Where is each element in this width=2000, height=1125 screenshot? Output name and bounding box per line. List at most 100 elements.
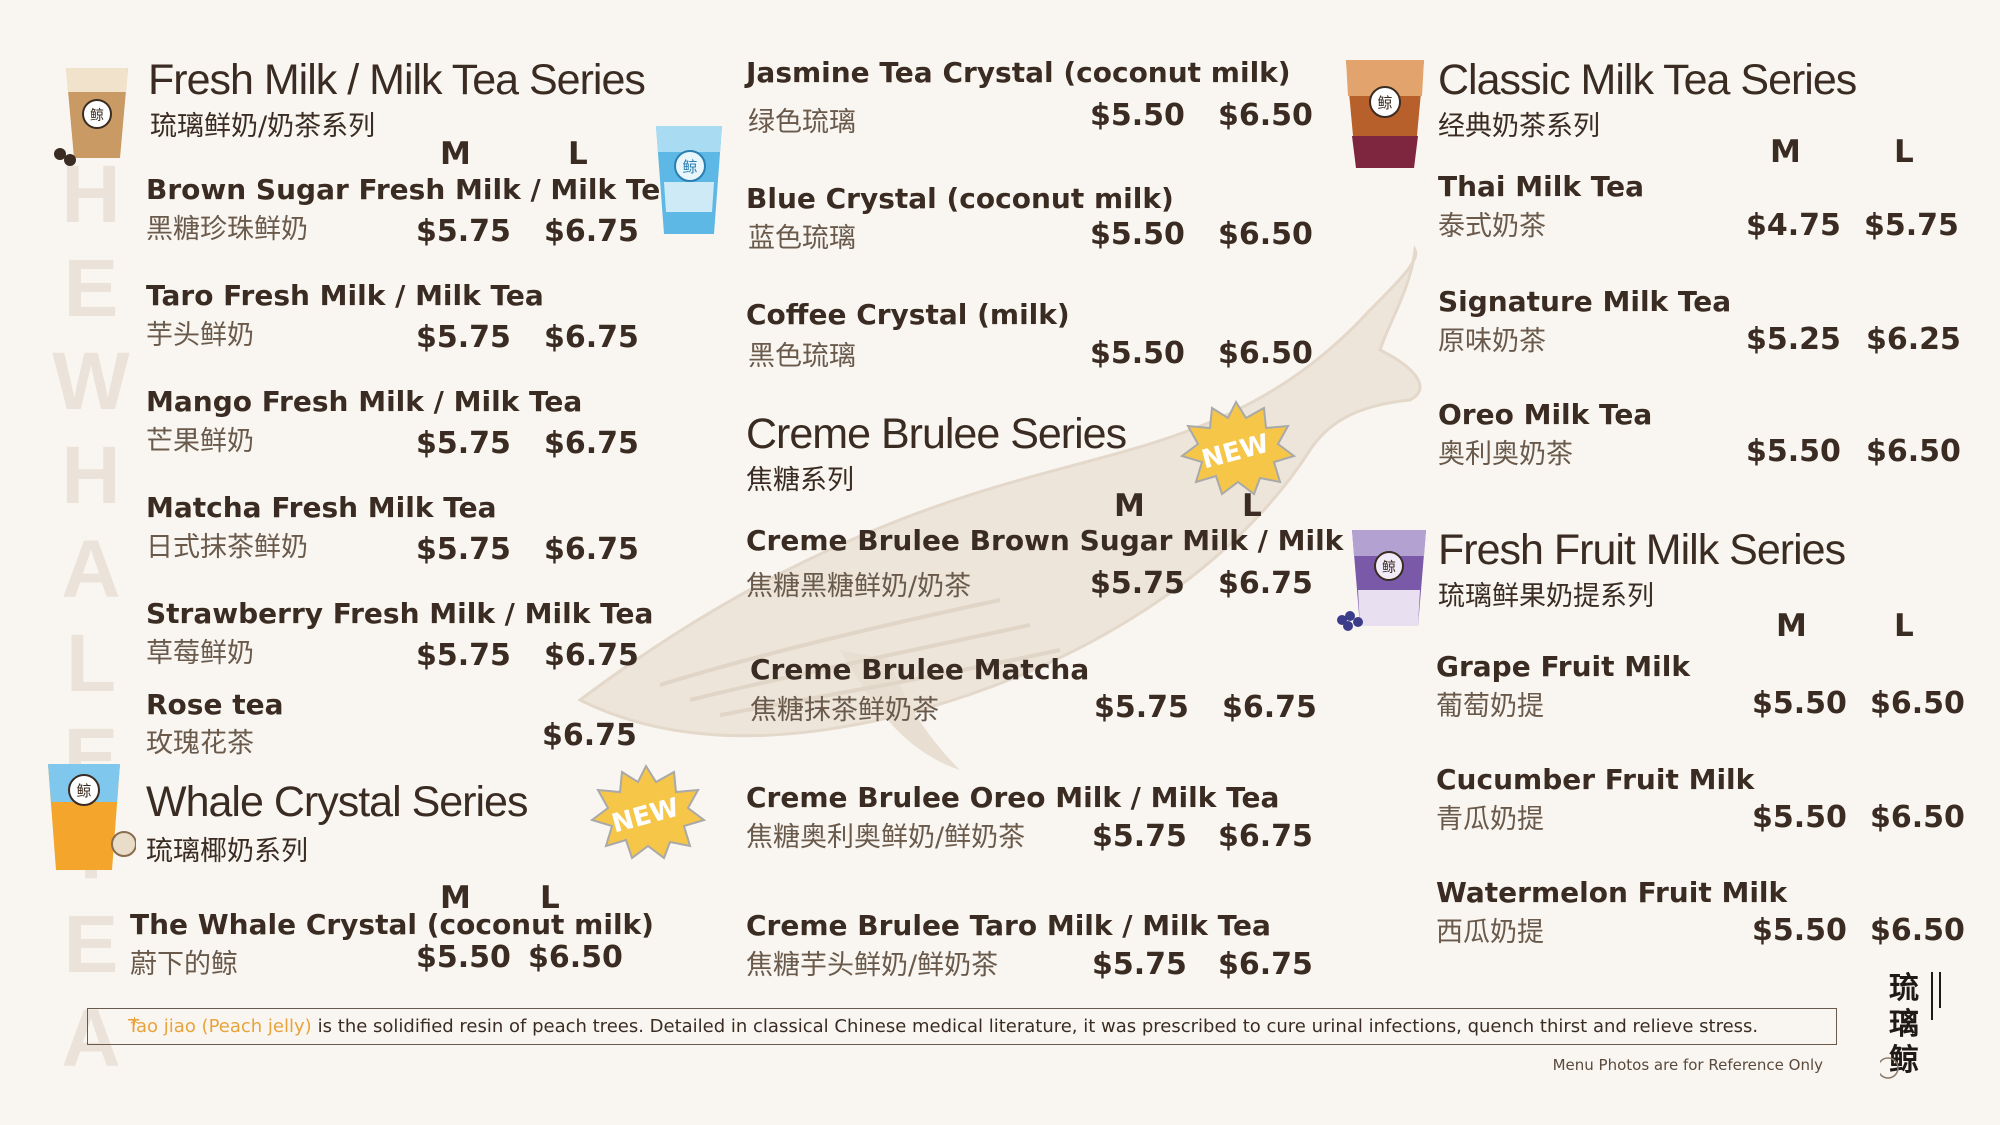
menu-item-chinese: 西瓜奶提 xyxy=(1436,917,1544,948)
menu-item-name: Creme Brulee Brown Sugar Milk / Milk Tea xyxy=(746,524,1407,557)
brand-logo: 琉 璃 鲸 xyxy=(1880,971,1941,1079)
size-l-header: L xyxy=(1242,488,1262,524)
price-medium: $5.75 xyxy=(1094,690,1189,725)
price-large: $6.50 xyxy=(528,940,623,975)
price-medium: $5.50 xyxy=(1090,336,1185,371)
menu-item-chinese: 芒果鲜奶 xyxy=(146,426,254,457)
price-large: $6.50 xyxy=(1870,913,1965,948)
svg-text:琉: 琉 xyxy=(1889,971,1919,1006)
svg-text:鲸: 鲸 xyxy=(76,782,91,800)
svg-text:鲸: 鲸 xyxy=(1382,560,1396,576)
menu-item-chinese: 焦糖奥利奥鲜奶/鲜奶茶 xyxy=(746,822,1026,853)
price-large: $6.75 xyxy=(544,638,639,673)
price-medium: $5.50 xyxy=(1752,800,1847,835)
price-medium: $5.50 xyxy=(1746,434,1841,469)
menu-item-chinese: 玫瑰花茶 xyxy=(146,728,254,759)
menu-item-chinese: 蔚下的鲸 xyxy=(130,949,238,980)
whale-crystal-series-title: Whale Crystal Series xyxy=(146,778,528,826)
menu-item-name: The Whale Crystal (coconut milk) xyxy=(130,908,654,941)
price-medium: $5.75 xyxy=(416,214,511,249)
watermark-letter: E xyxy=(63,242,119,334)
price-medium: $5.50 xyxy=(1090,98,1185,133)
thai-milk-tea-cup-icon: 鲸 xyxy=(1346,60,1424,168)
classic-series-subtitle: 经典奶茶系列 xyxy=(1438,111,1600,142)
svg-text:鲸: 鲸 xyxy=(682,158,697,176)
menu-item-chinese: 日式抹茶鲜奶 xyxy=(146,532,308,563)
price-large: $6.75 xyxy=(1218,566,1313,601)
menu-item-name: Blue Crystal (coconut milk) xyxy=(746,182,1174,215)
menu-item-chinese: 蓝色琉璃 xyxy=(748,223,856,254)
menu-item-name: Rose tea xyxy=(146,688,284,721)
menu-item-chinese: 青瓜奶提 xyxy=(1436,804,1544,835)
fresh-milk-series-subtitle: 琉璃鲜奶/奶茶系列 xyxy=(150,111,376,142)
fruit-series-subtitle: 琉璃鲜果奶提系列 xyxy=(1438,581,1654,612)
price-large: $6.75 xyxy=(542,718,637,753)
size-m-header: M xyxy=(440,136,471,172)
blue-crystal-cup-icon: 鲸 xyxy=(656,126,722,234)
svg-text:璃: 璃 xyxy=(1889,1007,1919,1042)
watermark-letter: A xyxy=(61,992,121,1084)
footnote-highlight: Tao jiao (Peach jelly) xyxy=(128,1016,312,1037)
price-large: $6.75 xyxy=(1218,819,1313,854)
menu-item-chinese: 原味奶茶 xyxy=(1438,326,1546,357)
creme-brulee-series-subtitle: 焦糖系列 xyxy=(746,465,854,496)
svg-text:鲸: 鲸 xyxy=(90,108,104,124)
price-large: $6.75 xyxy=(1218,947,1313,982)
classic-series-title: Classic Milk Tea Series xyxy=(1438,56,1857,104)
watermark-letter: H xyxy=(61,148,121,240)
size-l-header: L xyxy=(1894,608,1914,644)
menu-item-name: Creme Brulee Taro Milk / Milk Tea xyxy=(746,909,1271,942)
whale-crystal-cup-icon: 鲸 xyxy=(48,764,136,870)
price-large: $6.50 xyxy=(1218,217,1313,252)
menu-item-name: Brown Sugar Fresh Milk / Milk Tea xyxy=(146,173,680,206)
size-l-header: L xyxy=(1894,134,1914,170)
new-badge-icon: NEW xyxy=(589,763,706,860)
menu-item-chinese: 泰式奶茶 xyxy=(1438,211,1546,242)
menu-item-chinese: 黑糖珍珠鲜奶 xyxy=(146,214,308,245)
menu-item-chinese: 黑色琉璃 xyxy=(748,341,856,372)
menu-item-name: Jasmine Tea Crystal (coconut milk) xyxy=(746,56,1291,89)
menu-item-name: Cucumber Fruit Milk xyxy=(1436,763,1755,796)
svg-text:鲸: 鲸 xyxy=(1377,94,1392,112)
vertical-watermark: T H E W H A L E T E A xyxy=(46,60,136,1080)
whale-crystal-series-subtitle: 琉璃椰奶系列 xyxy=(146,836,308,867)
menu-item-name: Creme Brulee Matcha xyxy=(750,653,1090,686)
price-medium: $5.75 xyxy=(416,426,511,461)
photo-disclaimer: Menu Photos are for Reference Only xyxy=(1552,1056,1823,1074)
menu-item-chinese: 焦糖芋头鲜奶/鲜奶茶 xyxy=(746,950,999,981)
price-large: $6.50 xyxy=(1218,98,1313,133)
watermark-letter: W xyxy=(52,336,130,428)
menu-item-chinese: 芋头鲜奶 xyxy=(146,320,254,351)
price-medium: $5.50 xyxy=(1752,913,1847,948)
price-large: $5.75 xyxy=(1864,208,1959,243)
menu-item-name: Watermelon Fruit Milk xyxy=(1436,876,1788,909)
menu-item-name: Signature Milk Tea xyxy=(1438,285,1732,318)
price-large: $6.50 xyxy=(1866,434,1961,469)
menu-item-name: Coffee Crystal (milk) xyxy=(746,298,1070,331)
price-large: $6.50 xyxy=(1218,336,1313,371)
price-large: $6.50 xyxy=(1870,800,1965,835)
size-m-header: M xyxy=(1114,488,1145,524)
menu-item-chinese: 焦糖抹茶鲜奶茶 xyxy=(750,695,939,726)
menu-item-name: Taro Fresh Milk / Milk Tea xyxy=(146,279,544,312)
size-m-header: M xyxy=(440,880,471,916)
price-large: $6.75 xyxy=(1222,690,1317,725)
price-medium: $5.50 xyxy=(1752,686,1847,721)
price-medium: $4.75 xyxy=(1746,208,1841,243)
watermark-letter: A xyxy=(61,523,121,615)
price-medium: $5.75 xyxy=(1092,819,1187,854)
menu-item-name: Mango Fresh Milk / Milk Tea xyxy=(146,385,583,418)
size-m-header: M xyxy=(1770,134,1801,170)
menu-item-chinese: 葡萄奶提 xyxy=(1436,691,1544,722)
brown-sugar-cup-icon: 鲸 xyxy=(54,68,128,166)
menu-item-chinese: 绿色琉璃 xyxy=(748,107,856,138)
whale-illustration xyxy=(577,244,1422,770)
price-large: $6.50 xyxy=(1870,686,1965,721)
price-large: $6.75 xyxy=(544,214,639,249)
price-large: $6.75 xyxy=(544,426,639,461)
new-badge-icon: NEW xyxy=(1179,399,1296,496)
grape-fruit-milk-cup-icon: 鲸 xyxy=(1337,530,1426,631)
menu-item-chinese: 奥利奥奶茶 xyxy=(1438,439,1573,470)
menu-item-name: Oreo Milk Tea xyxy=(1438,398,1653,431)
price-medium: $5.75 xyxy=(416,320,511,355)
